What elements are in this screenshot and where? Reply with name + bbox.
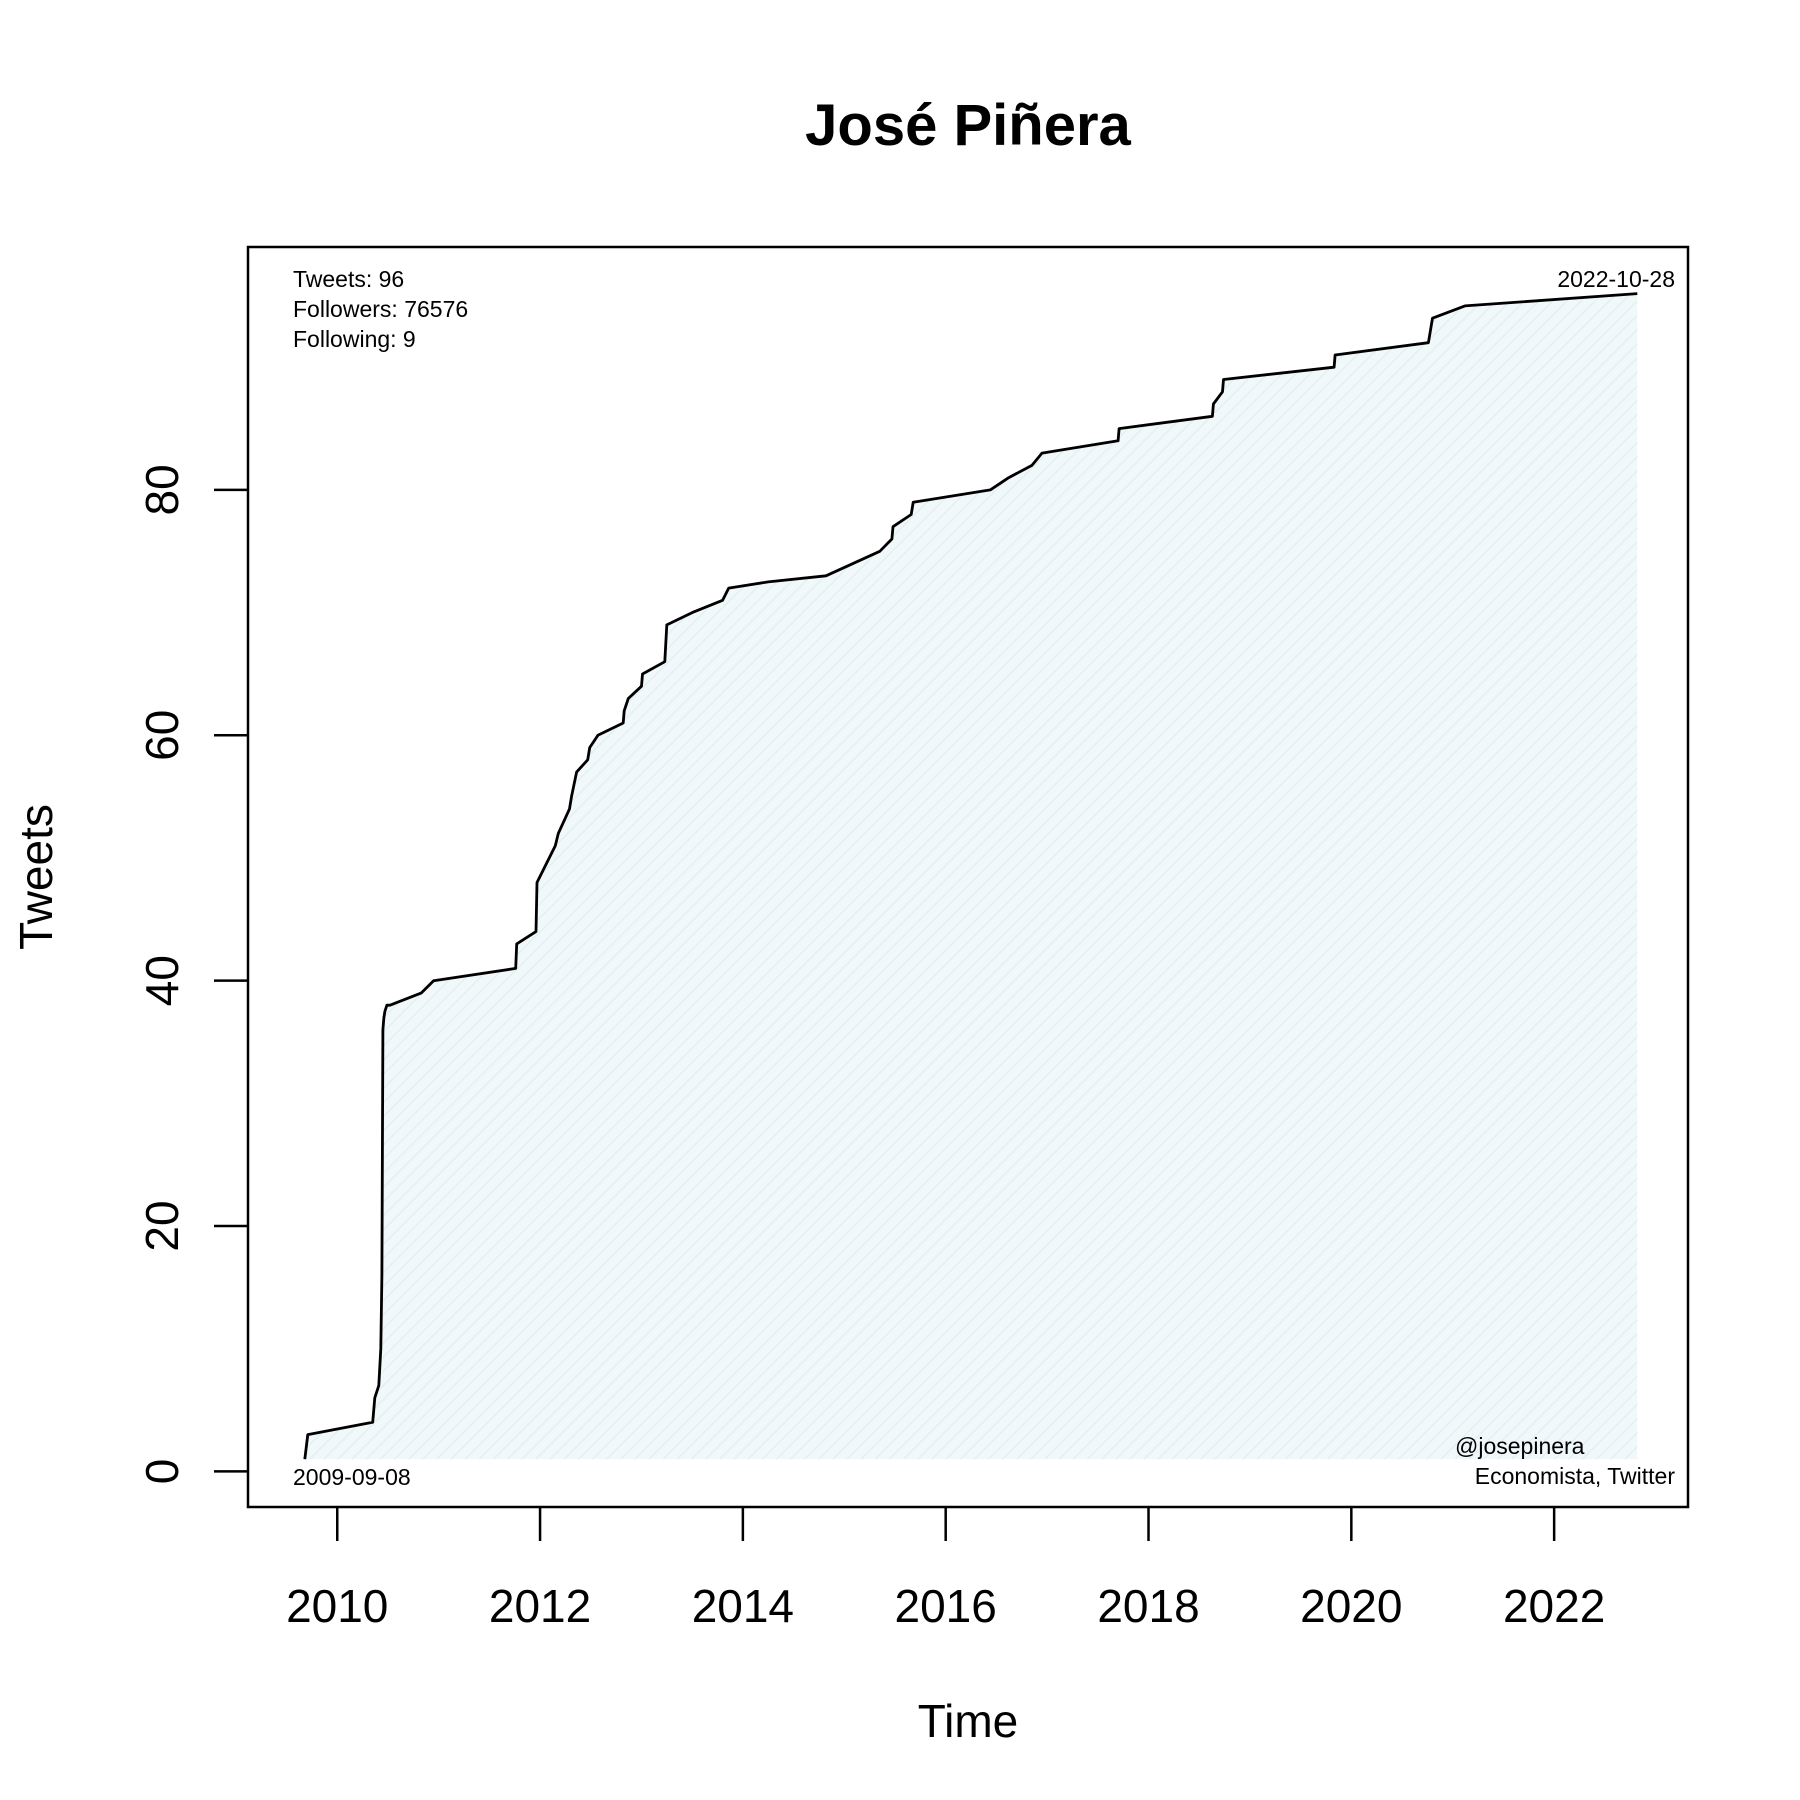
description-label: Economista, Twitter	[1475, 1463, 1676, 1489]
x-axis: 2010 2012 2014 2016 2018 2020 2022	[286, 1507, 1605, 1632]
y-axis-label: Tweets	[10, 804, 62, 950]
series-line	[303, 292, 1638, 1460]
x-tick-label: 2012	[489, 1580, 591, 1632]
y-axis: 0 20 40 60 80	[136, 464, 248, 1484]
stats-followers: Followers: 76576	[293, 296, 468, 322]
stats-annotation: Tweets: 96 Followers: 76576 Following: 9	[293, 266, 468, 352]
end-date-label: 2022-10-28	[1557, 266, 1675, 292]
x-axis-label: Time	[918, 1695, 1019, 1747]
x-tick-label: 2016	[895, 1580, 997, 1632]
y-tick-label: 20	[136, 1200, 188, 1251]
x-tick-label: 2020	[1300, 1580, 1402, 1632]
series-area	[304, 293, 1638, 1460]
stats-following: Following: 9	[293, 326, 416, 352]
start-date-label: 2009-09-08	[293, 1464, 411, 1490]
y-tick-label: 60	[136, 710, 188, 761]
x-tick-label: 2010	[286, 1580, 388, 1632]
y-tick-label: 40	[136, 955, 188, 1006]
chart-title: José Piñera	[805, 93, 1131, 158]
y-tick-label: 0	[136, 1459, 188, 1485]
x-tick-label: 2022	[1503, 1580, 1605, 1632]
plot-frame	[246, 245, 1690, 1509]
plot-area	[246, 245, 1690, 1509]
stats-tweets: Tweets: 96	[293, 266, 404, 292]
y-tick-label: 80	[136, 464, 188, 515]
x-tick-label: 2018	[1097, 1580, 1199, 1632]
handle-label: @josepinera	[1455, 1433, 1585, 1459]
x-tick-label: 2014	[692, 1580, 794, 1632]
